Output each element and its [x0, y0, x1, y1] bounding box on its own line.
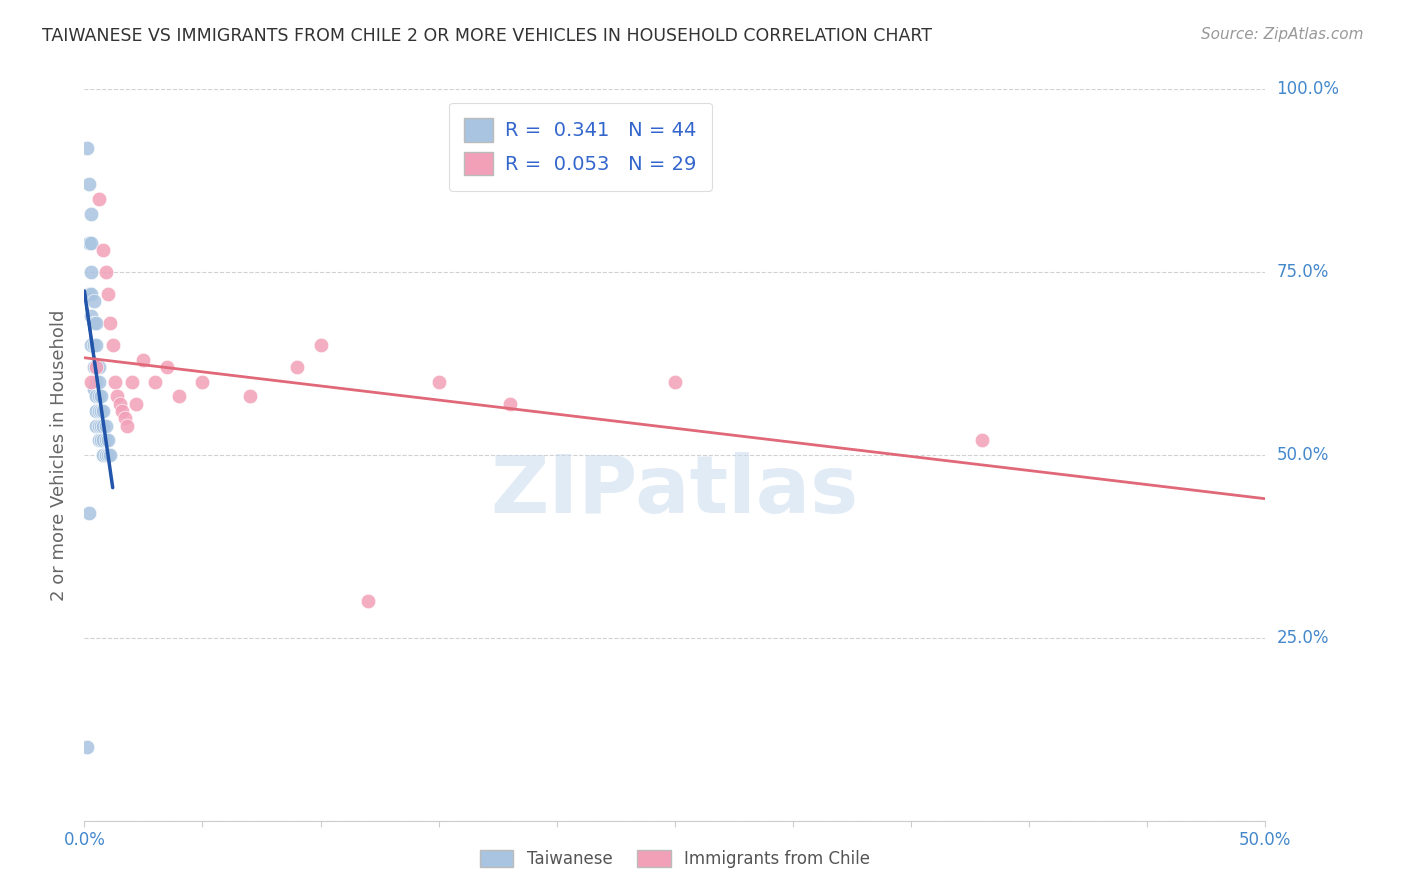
Point: [84, 316, 107, 330]
Point: [80, 235, 103, 250]
Point: [84, 338, 107, 352]
Point: [97, 287, 120, 301]
Point: [111, 404, 134, 418]
Point: [84, 389, 107, 403]
Point: [80, 287, 103, 301]
Point: [90, 418, 112, 433]
Text: 100.0%: 100.0%: [1277, 80, 1340, 98]
Point: [80, 265, 103, 279]
Point: [191, 375, 214, 389]
Text: TAIWANESE VS IMMIGRANTS FROM CHILE 2 OR MORE VEHICLES IN HOUSEHOLD CORRELATION C: TAIWANESE VS IMMIGRANTS FROM CHILE 2 OR …: [42, 27, 932, 45]
Point: [76, 740, 98, 755]
Point: [94, 434, 117, 448]
Point: [83, 360, 105, 375]
Point: [664, 375, 686, 389]
Point: [84, 404, 107, 418]
Point: [94, 418, 117, 433]
Point: [115, 418, 138, 433]
Text: Source: ZipAtlas.com: Source: ZipAtlas.com: [1201, 27, 1364, 42]
Point: [239, 389, 262, 403]
Point: [498, 397, 520, 411]
Point: [84, 360, 107, 375]
Point: [83, 294, 105, 309]
Point: [90, 434, 112, 448]
Point: [98, 316, 121, 330]
Point: [90, 404, 112, 418]
Text: 25.0%: 25.0%: [1277, 629, 1329, 647]
Point: [132, 352, 155, 367]
Point: [91, 418, 114, 433]
Point: [114, 411, 136, 425]
Point: [427, 375, 450, 389]
Point: [83, 382, 105, 396]
Point: [91, 434, 114, 448]
Legend: Taiwanese, Immigrants from Chile: Taiwanese, Immigrants from Chile: [474, 843, 876, 875]
Point: [80, 206, 103, 220]
Point: [285, 360, 308, 375]
Point: [77, 287, 100, 301]
Point: [84, 418, 107, 433]
Point: [90, 389, 112, 403]
Point: [77, 507, 100, 521]
Point: [357, 594, 380, 608]
Point: [108, 397, 131, 411]
Point: [97, 448, 120, 462]
Point: [83, 338, 105, 352]
Point: [91, 448, 114, 462]
Point: [87, 192, 110, 206]
Text: 50.0%: 50.0%: [1277, 446, 1329, 464]
Point: [83, 316, 105, 330]
Point: [970, 434, 993, 448]
Point: [87, 418, 110, 433]
Point: [80, 338, 103, 352]
Point: [104, 375, 127, 389]
Point: [87, 375, 110, 389]
Point: [87, 389, 110, 403]
Legend: R =  0.341   N = 44, R =  0.053   N = 29: R = 0.341 N = 44, R = 0.053 N = 29: [449, 103, 711, 191]
Point: [84, 375, 107, 389]
Point: [91, 243, 114, 257]
Point: [87, 434, 110, 448]
Point: [87, 360, 110, 375]
Text: ZIPatlas: ZIPatlas: [491, 452, 859, 531]
Point: [97, 434, 120, 448]
Point: [143, 375, 166, 389]
Y-axis label: 2 or more Vehicles in Household: 2 or more Vehicles in Household: [51, 310, 69, 600]
Point: [77, 235, 100, 250]
Point: [77, 178, 100, 192]
Point: [87, 404, 110, 418]
Point: [101, 338, 124, 352]
Point: [94, 448, 117, 462]
Point: [156, 360, 179, 375]
Point: [91, 404, 114, 418]
Point: [76, 141, 98, 155]
Point: [125, 397, 148, 411]
Point: [80, 309, 103, 323]
Point: [84, 360, 107, 375]
Point: [309, 338, 332, 352]
Point: [80, 375, 103, 389]
Text: 75.0%: 75.0%: [1277, 263, 1329, 281]
Point: [121, 375, 143, 389]
Point: [167, 389, 190, 403]
Point: [98, 448, 121, 462]
Point: [107, 389, 129, 403]
Point: [94, 265, 117, 279]
